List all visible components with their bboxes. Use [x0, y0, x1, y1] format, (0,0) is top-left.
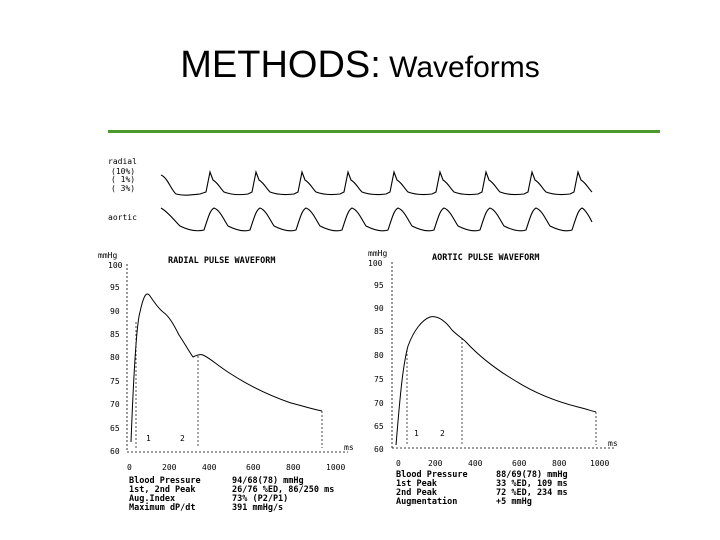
radial-stat-label-4: Maximum dP/dt	[129, 502, 196, 513]
aortic-xtick-800: 800	[552, 459, 567, 468]
aortic-stat-label-2: 1st Peak	[396, 479, 437, 489]
aortic-ytick-65: 65	[374, 422, 384, 431]
aortic-ytick-75: 75	[374, 375, 384, 384]
strip-radial-label: radial	[108, 157, 137, 166]
aortic-ytick-95: 95	[374, 281, 384, 290]
radial-ytick-90: 90	[110, 307, 120, 316]
title-sub: Waveforms	[380, 51, 540, 84]
radial-stat-label-1: Blood Pressure	[129, 476, 201, 486]
aortic-ytick-100: 100	[368, 259, 383, 268]
radial-stats: Blood Pressure 1st, 2nd Peak Aug.Index M…	[129, 476, 334, 513]
aortic-ytick-70: 70	[374, 399, 384, 408]
radial-stat-value-3: 73% (P2/P1)	[232, 494, 288, 504]
radial-xtick-0: 0	[127, 463, 132, 472]
radial-xtick-1000: 1000	[326, 463, 345, 472]
strip-aortic-label: aortic	[108, 213, 137, 222]
aortic-x-unit: ms	[608, 439, 618, 448]
aortic-xtick-600: 600	[512, 459, 527, 468]
aortic-unit: mmHg	[368, 249, 387, 258]
radial-marker-2: 2	[180, 434, 185, 443]
title-divider	[108, 130, 660, 133]
aortic-marker-2: 2	[440, 429, 445, 438]
radial-x-ticks: 0 200 400 600 800 1000	[127, 463, 345, 472]
radial-unit: mmHg	[98, 251, 117, 260]
strip-radial-line-2: ( 1%)	[111, 175, 135, 184]
radial-stat-value-2: 26/76 %ED, 86/250 ms	[232, 485, 334, 495]
aortic-xtick-400: 400	[468, 459, 483, 468]
radial-ytick-60: 60	[110, 447, 120, 456]
aortic-ytick-85: 85	[374, 327, 384, 336]
strip-aortic-trace	[160, 207, 593, 232]
aortic-stat-label-1: Blood Pressure	[396, 470, 468, 480]
radial-waveform	[130, 293, 323, 443]
slide-title: METHODS: Waveforms	[0, 44, 720, 87]
radial-ytick-65: 65	[110, 424, 120, 433]
radial-title: RADIAL PULSE WAVEFORM	[168, 256, 275, 266]
aortic-y-ticks: 100 95 90 85 80 75 70 65 60	[368, 259, 384, 454]
radial-y-ticks: 100 95 90 85 80 75 70 65 60	[108, 261, 123, 456]
radial-xtick-400: 400	[202, 463, 217, 472]
radial-xtick-200: 200	[162, 463, 177, 472]
radial-ytick-100: 100	[108, 261, 123, 270]
aortic-stat-value-1: 88/69(78) mmHg	[496, 470, 568, 480]
radial-stat-value-1: 94/68(78) mmHg	[232, 476, 304, 486]
strip-radial-line-3: ( 3%)	[111, 184, 135, 193]
aortic-stats: Blood Pressure 1st Peak 2nd Peak Augment…	[396, 470, 568, 507]
waveform-figure: radial (10%) ( 1%) ( 3%) aortic mmHg RAD…	[98, 157, 618, 513]
aortic-waveform	[395, 316, 597, 446]
aortic-stat-label-3: 2nd Peak	[396, 488, 437, 498]
strip-radial-line-1: (10%)	[111, 167, 135, 176]
aortic-xtick-0: 0	[396, 459, 401, 468]
aortic-xtick-200: 200	[428, 459, 443, 468]
aortic-marker-1: 1	[414, 429, 419, 438]
radial-ytick-70: 70	[110, 400, 120, 409]
radial-ytick-80: 80	[110, 353, 120, 362]
radial-marker-1: 1	[146, 434, 151, 443]
aortic-ytick-80: 80	[374, 351, 384, 360]
radial-ytick-95: 95	[110, 283, 120, 292]
radial-ytick-75: 75	[110, 377, 120, 386]
aortic-stat-value-3: 72 %ED, 234 ms	[496, 488, 568, 498]
aortic-stat-label-4: Augmentation	[396, 496, 457, 507]
aortic-title: AORTIC PULSE WAVEFORM	[432, 253, 539, 263]
radial-x-unit: ms	[344, 443, 354, 452]
radial-xtick-600: 600	[246, 463, 261, 472]
strip-radial-trace	[160, 170, 593, 196]
radial-stat-value-4: 391 mmHg/s	[232, 503, 283, 513]
radial-ytick-85: 85	[110, 330, 120, 339]
aortic-ytick-90: 90	[374, 304, 384, 313]
aortic-x-ticks: 0 200 400 600 800 1000	[396, 459, 609, 468]
aortic-ytick-60: 60	[374, 445, 384, 454]
aortic-stat-value-2: 33 %ED, 109 ms	[496, 479, 568, 489]
radial-stat-label-3: Aug.Index	[129, 494, 175, 504]
title-main: METHODS:	[180, 44, 381, 86]
radial-stat-label-2: 1st, 2nd Peak	[129, 485, 196, 495]
aortic-stat-value-4: +5 mmHg	[496, 497, 532, 507]
aortic-xtick-1000: 1000	[590, 459, 609, 468]
radial-xtick-800: 800	[286, 463, 301, 472]
